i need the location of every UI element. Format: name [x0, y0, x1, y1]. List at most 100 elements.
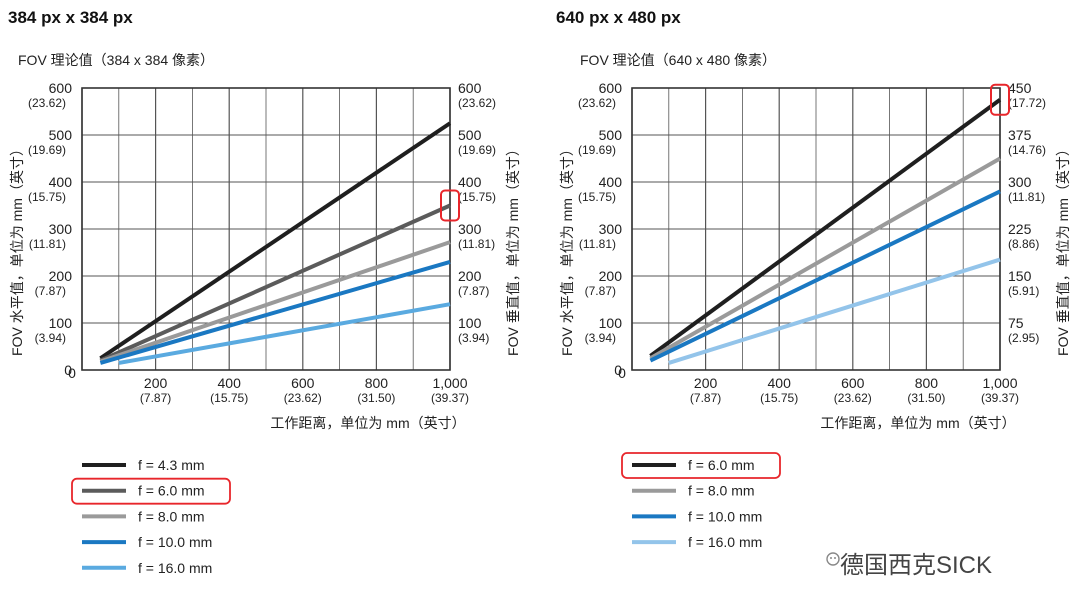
- y-tick-sublabel: (11.81): [29, 237, 66, 251]
- y-tick-sublabel: (23.62): [578, 96, 616, 110]
- highlight-marker: [440, 189, 460, 222]
- legend-label: f = 4.3 mm: [138, 457, 205, 473]
- x-tick-sublabel: (39.37): [431, 391, 469, 405]
- y-tick-sublabel: (3.94): [35, 331, 66, 345]
- series-line: [118, 302, 451, 365]
- y2-tick-sublabel: (11.81): [1008, 190, 1045, 204]
- y-tick-label: 0: [614, 362, 622, 378]
- y-tick-sublabel: (3.94): [585, 331, 616, 345]
- y-tick-sublabel: (23.62): [28, 96, 66, 110]
- y-tick-sublabel: (15.75): [578, 190, 616, 204]
- legend-highlight: [621, 452, 781, 479]
- y-tick-label: 400: [49, 174, 73, 190]
- y-tick-label: 100: [49, 315, 73, 331]
- chart-subtitle-left: FOV 理论值（384 x 384 像素）: [18, 52, 215, 68]
- plot-frame: [631, 87, 1001, 371]
- legend-label: f = 6.0 mm: [138, 483, 205, 499]
- y-axis-title: FOV 水平值，单位为 mm（英寸）: [9, 142, 25, 356]
- y-tick-sublabel: (15.75): [28, 190, 66, 204]
- y-tick-sublabel: (11.81): [579, 237, 616, 251]
- y-tick-label: 600: [599, 80, 623, 96]
- y-tick-label: 0: [64, 362, 72, 378]
- y-tick-sublabel: (7.87): [585, 284, 616, 298]
- highlight-marker: [990, 83, 1010, 116]
- y2-tick-label: 225: [1008, 221, 1032, 237]
- y-tick-label: 200: [599, 268, 623, 284]
- x-tick-label: 1,000: [432, 375, 467, 391]
- y2-tick-sublabel: (11.81): [458, 237, 495, 251]
- chart-title-right: 640 px x 480 px: [556, 8, 681, 27]
- y2-tick-label: 300: [458, 221, 482, 237]
- y-axis-title: FOV 水平值，单位为 mm（英寸）: [559, 142, 575, 356]
- x-tick-sublabel: (39.37): [981, 391, 1019, 405]
- y-tick-sublabel: (7.87): [35, 284, 66, 298]
- series-line: [649, 189, 1001, 363]
- y2-tick-sublabel: (19.69): [458, 143, 496, 157]
- x-tick-sublabel: (23.62): [284, 391, 322, 405]
- y-tick-label: 500: [599, 127, 623, 143]
- x-tick-sublabel: (7.87): [140, 391, 171, 405]
- legend-label: f = 16.0 mm: [138, 560, 212, 576]
- wechat-icon: [826, 552, 840, 566]
- y2-tick-label: 500: [458, 127, 482, 143]
- legend-label: f = 10.0 mm: [138, 534, 212, 550]
- chart-subtitle-right: FOV 理论值（640 x 480 像素）: [580, 52, 777, 68]
- y2-tick-label: 450: [1008, 80, 1032, 96]
- x-tick-sublabel: (31.50): [907, 391, 945, 405]
- y2-tick-label: 100: [458, 315, 482, 331]
- y-tick-sublabel: (19.69): [578, 143, 616, 157]
- legend-label: f = 6.0 mm: [688, 457, 755, 473]
- y-tick-label: 400: [599, 174, 623, 190]
- x-tick-label: 0: [618, 365, 626, 381]
- y2-tick-sublabel: (3.94): [458, 331, 489, 345]
- x-tick-label: 0: [68, 365, 76, 381]
- legend-label: f = 8.0 mm: [138, 508, 205, 524]
- y2-tick-sublabel: (14.76): [1008, 143, 1046, 157]
- y2-axis-title: FOV 垂直值，单位为 mm（英寸）: [505, 142, 521, 356]
- y2-tick-sublabel: (15.75): [458, 190, 496, 204]
- y2-tick-label: 600: [458, 80, 482, 96]
- series-line: [649, 156, 1001, 360]
- series-line: [99, 259, 451, 365]
- x-tick-label: 200: [144, 375, 168, 391]
- x-tick-sublabel: (7.87): [690, 391, 721, 405]
- y2-tick-sublabel: (7.87): [458, 284, 489, 298]
- x-tick-label: 200: [694, 375, 718, 391]
- x-tick-label: 600: [841, 375, 865, 391]
- y-tick-label: 200: [49, 268, 73, 284]
- watermark-text: 德国西克SICK: [840, 552, 993, 579]
- chart-title-left: 384 px x 384 px: [8, 8, 133, 27]
- plot-frame: [81, 87, 451, 371]
- x-axis-title: 工作距离，单位为 mm（英寸）: [820, 415, 1015, 431]
- x-tick-sublabel: (23.62): [834, 391, 872, 405]
- series-line: [668, 257, 1001, 365]
- y2-axis-title: FOV 垂直值，单位为 mm（英寸）: [1055, 142, 1071, 356]
- x-tick-sublabel: (15.75): [210, 391, 248, 405]
- x-tick-label: 400: [218, 375, 242, 391]
- y2-tick-sublabel: (8.86): [1008, 237, 1039, 251]
- legend-label: f = 16.0 mm: [688, 534, 762, 550]
- series-line: [649, 98, 1002, 358]
- y-tick-label: 100: [599, 315, 623, 331]
- y2-tick-label: 75: [1008, 315, 1024, 331]
- x-axis-title: 工作距离，单位为 mm（英寸）: [270, 415, 465, 431]
- y2-tick-label: 200: [458, 268, 482, 284]
- legend-highlight: [71, 477, 231, 505]
- y-tick-sublabel: (19.69): [28, 143, 66, 157]
- y2-tick-label: 150: [1008, 268, 1032, 284]
- y-tick-label: 500: [49, 127, 73, 143]
- series-line: [99, 121, 452, 360]
- y2-tick-sublabel: (23.62): [458, 96, 496, 110]
- x-tick-sublabel: (15.75): [760, 391, 798, 405]
- x-tick-label: 800: [365, 375, 389, 391]
- y2-tick-sublabel: (2.95): [1008, 331, 1039, 345]
- y2-tick-sublabel: (5.91): [1008, 284, 1039, 298]
- legend-label: f = 10.0 mm: [688, 508, 762, 524]
- y-tick-label: 300: [49, 221, 73, 237]
- legend-label: f = 8.0 mm: [688, 483, 755, 499]
- x-tick-sublabel: (31.50): [357, 391, 395, 405]
- series-line: [99, 203, 451, 363]
- series-line: [99, 240, 451, 364]
- x-tick-label: 400: [768, 375, 792, 391]
